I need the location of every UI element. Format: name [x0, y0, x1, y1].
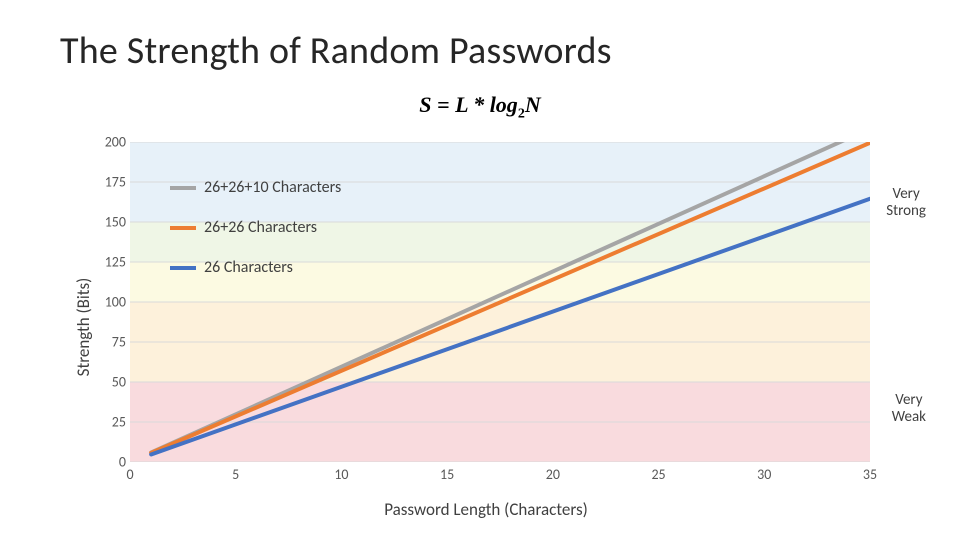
y-tick-label: 25	[92, 414, 126, 431]
x-axis-label: Password Length (Characters)	[76, 499, 896, 520]
x-axis-ticks: 05101520253035	[130, 466, 870, 486]
legend-item-52: 26+26 Characters	[170, 218, 317, 237]
legend-swatch-52	[170, 226, 196, 230]
legend-label-26: 26 Characters	[204, 258, 293, 277]
y-tick-label: 125	[92, 254, 126, 271]
x-tick-label: 10	[334, 466, 348, 483]
very-weak-line1: Very	[895, 391, 922, 409]
x-tick-label: 35	[863, 466, 877, 483]
y-tick-label: 75	[92, 334, 126, 351]
page-title: The Strength of Random Passwords	[60, 28, 612, 74]
legend-label-52: 26+26 Characters	[204, 218, 317, 237]
formula-lhs: S = L * log	[419, 92, 518, 117]
very-strong-label: Very Strong	[886, 186, 926, 221]
very-strong-line1: Very	[892, 185, 919, 203]
legend-item-26: 26 Characters	[170, 258, 293, 277]
x-tick-label: 5	[232, 466, 239, 483]
slide: The Strength of Random Passwords S = L *…	[0, 0, 960, 540]
legend-item-62: 26+26+10 Characters	[170, 178, 341, 197]
formula: S = L * log2N	[0, 92, 960, 122]
plot-area: 26+26+10 Characters 26+26 Characters 26 …	[130, 142, 870, 462]
x-tick-label: 25	[651, 466, 665, 483]
y-tick-label: 50	[92, 374, 126, 391]
x-tick-label: 30	[757, 466, 771, 483]
very-strong-line2: Strong	[886, 202, 926, 220]
legend-swatch-62	[170, 186, 196, 190]
y-axis-label: Strength (Bits)	[73, 278, 94, 377]
legend-label-62: 26+26+10 Characters	[204, 178, 341, 197]
very-weak-line2: Weak	[892, 408, 926, 426]
y-tick-label: 0	[92, 454, 126, 471]
y-tick-label: 100	[92, 294, 126, 311]
y-tick-label: 150	[92, 214, 126, 231]
x-tick-label: 15	[440, 466, 454, 483]
x-tick-label: 20	[546, 466, 560, 483]
x-tick-label: 0	[126, 466, 133, 483]
y-axis-ticks: 0255075100125150175200	[92, 142, 126, 462]
y-tick-label: 200	[92, 134, 126, 151]
y-tick-label: 175	[92, 174, 126, 191]
strength-chart: Strength (Bits) 0255075100125150175200 2…	[76, 138, 896, 516]
very-weak-label: Very Weak	[892, 392, 926, 427]
formula-subscript: 2	[518, 106, 525, 121]
legend-swatch-26	[170, 266, 196, 270]
formula-tail: N	[525, 92, 541, 117]
